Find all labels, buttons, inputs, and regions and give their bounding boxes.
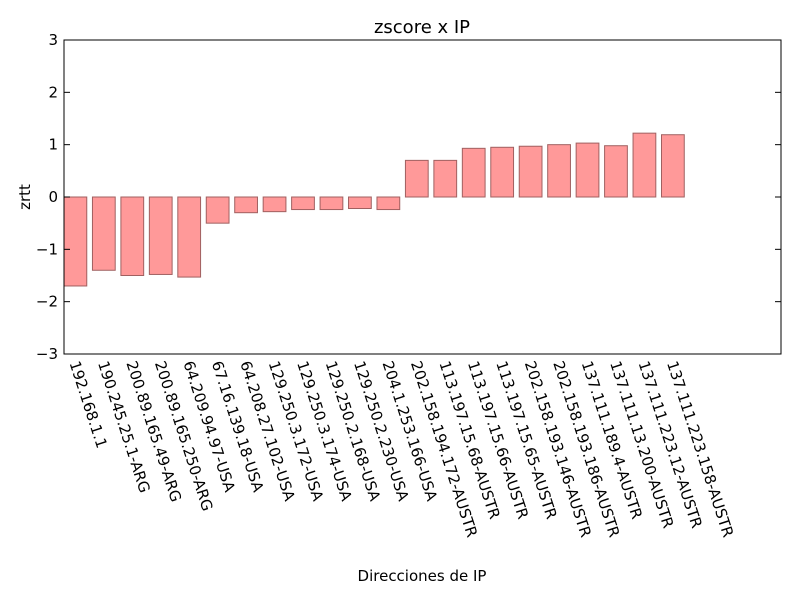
bar-2 [120,196,145,276]
chart-title: zscore x IP [374,17,470,38]
bar-4 [177,196,202,278]
bar-12 [404,159,429,198]
bar-19 [604,145,628,198]
y-tick-label: 2 [48,83,58,101]
bar-9 [319,196,344,211]
x-axis-label: Direcciones de IP [358,567,487,585]
y-tick-label: 0 [48,188,58,206]
bar-5 [205,196,230,224]
bars-group [63,132,685,287]
bar-10 [348,196,372,210]
bar-17 [547,144,571,198]
y-tick-label: 1 [48,136,58,154]
bar-3 [148,196,173,275]
bar-15 [490,146,515,198]
y-tick-label: −2 [36,293,58,311]
bar-1 [91,196,116,271]
bar-14 [461,147,486,198]
y-tick-label: −1 [36,240,58,258]
bar-0 [63,196,88,287]
bar-21 [661,134,685,198]
y-axis: −3 −2 −1 0 1 2 3 [36,31,781,363]
bar-7 [262,196,287,213]
y-axis-label: zrtt [16,184,34,210]
y-tick-label: 3 [48,31,58,49]
bar-18 [575,142,600,198]
y-tick-label: −3 [36,345,58,363]
bar-13 [433,159,458,198]
bar-6 [234,196,258,214]
bar-8 [291,196,315,211]
bar-11 [376,196,401,211]
bar-20 [632,132,657,198]
bar-16 [518,145,543,198]
